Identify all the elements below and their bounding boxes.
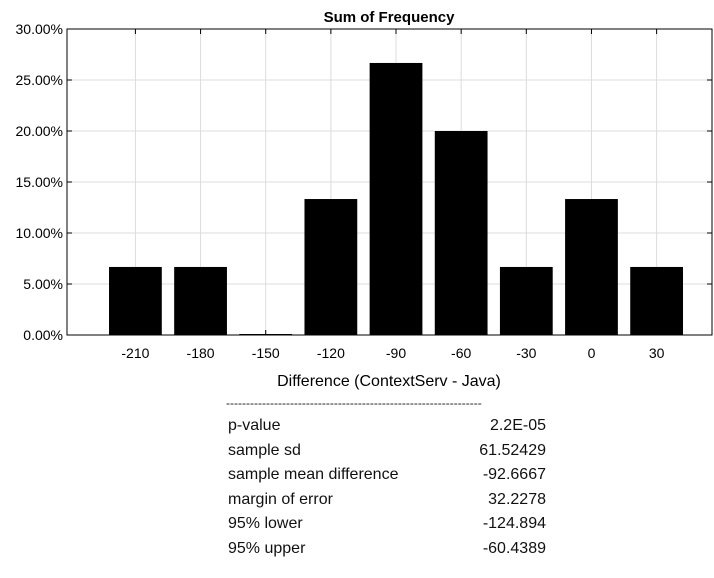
bars: [109, 62, 684, 335]
y-tick-label: 5.00%: [23, 276, 63, 292]
stat-row: 95% lower -124.894: [226, 512, 556, 537]
x-tick-label: -120: [317, 345, 345, 361]
bar: [499, 266, 553, 335]
stat-row: margin of error 32.2278: [226, 488, 556, 513]
bar: [304, 199, 358, 335]
y-tick-label: 0.00%: [23, 327, 63, 343]
statistics-table: ----------------------------------------…: [226, 392, 556, 561]
stat-value: -124.894: [482, 515, 546, 532]
stat-label: p-value: [228, 417, 281, 434]
stat-label: sample sd: [228, 441, 301, 459]
chart-title: Sum of Frequency: [324, 9, 456, 26]
bar: [174, 266, 227, 335]
stat-value: -60.4389: [482, 539, 546, 557]
bar: [109, 266, 162, 335]
x-tick-label: 30: [649, 345, 665, 361]
stat-value: 61.52429: [479, 441, 546, 459]
y-tick-label: 25.00%: [16, 72, 63, 88]
bar: [434, 131, 488, 335]
y-axis-ticks: 0.00% 5.00% 10.00% 15.00% 20.00% 25.00% 30.00%: [16, 21, 712, 343]
x-tick-label: 0: [588, 345, 596, 361]
stat-label: 95% lower: [228, 515, 303, 532]
bar: [369, 62, 423, 335]
y-tick-label: 30.00%: [16, 21, 63, 37]
y-tick-label: 20.00%: [16, 123, 63, 139]
x-tick-label: -30: [516, 345, 536, 361]
stat-label: 95% upper: [228, 539, 306, 557]
stat-row: 95% upper -60.4389: [226, 537, 556, 562]
bar: [565, 199, 618, 335]
stats-divider: ----------------------------------------…: [226, 396, 482, 410]
x-tick-label: -150: [252, 345, 280, 361]
bar: [630, 266, 684, 335]
x-tick-label: -90: [386, 345, 406, 361]
stat-value: -92.6667: [482, 466, 546, 483]
stat-label: sample mean difference: [228, 466, 399, 483]
bar-chart: Sum of Frequency 0.00% 5.00% 10.00% 15.00% 2…: [16, 9, 713, 390]
y-tick-label: 15.00%: [16, 174, 63, 190]
x-axis-label: Difference (ContextServ - Java): [277, 373, 501, 390]
stat-row: sample mean difference -92.6667: [226, 463, 556, 488]
stat-value: 2.2E-05: [489, 417, 546, 434]
x-tick-label: -180: [187, 345, 215, 361]
y-tick-label: 10.00%: [16, 225, 63, 241]
x-tick-label: -60: [451, 345, 471, 361]
stat-row: sample sd 61.52429: [226, 439, 556, 464]
stats-rows: p-value 2.2E-05 sample sd 61.52429 sample me…: [226, 414, 556, 561]
x-tick-label: -210: [121, 345, 149, 361]
stat-label: margin of error: [228, 490, 333, 508]
stat-value: 32.2278: [488, 490, 546, 508]
x-axis-ticks: -210 -180 -150 -120 -90 -60 -30 0 30: [121, 29, 665, 361]
stat-row: p-value 2.2E-05: [226, 414, 556, 439]
